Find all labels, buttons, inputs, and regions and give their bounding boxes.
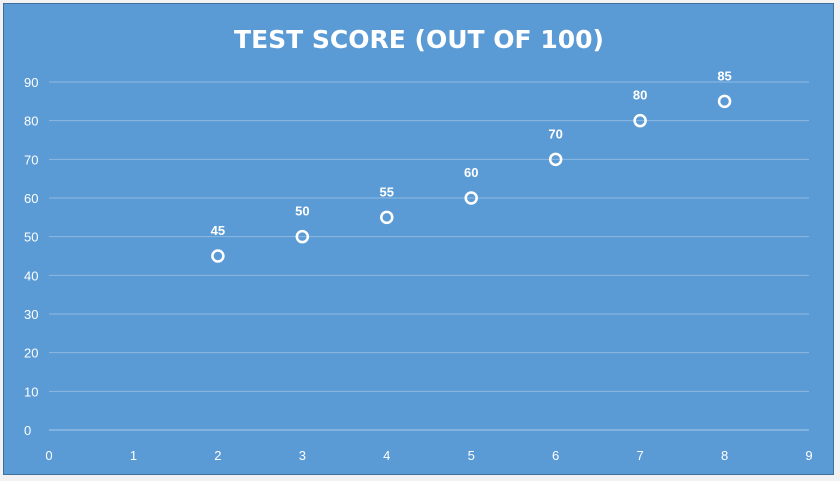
data-point-6[interactable] <box>548 152 563 167</box>
x-tick-label-6: 6 <box>552 448 559 463</box>
x-axis-tick-labels: 0 1 2 3 4 5 6 7 8 9 <box>45 448 812 463</box>
data-label-4: 55 <box>380 184 394 199</box>
x-tick-label-3: 3 <box>299 448 306 463</box>
y-tick-label-50: 50 <box>24 230 38 245</box>
y-tick-label-60: 60 <box>24 191 38 206</box>
chart-title: TEST SCORE (OUT OF 100) <box>234 25 604 54</box>
y-tick-label-40: 40 <box>24 268 38 283</box>
data-label-3: 50 <box>295 204 309 219</box>
data-point-2[interactable] <box>211 249 225 263</box>
y-tick-label-70: 70 <box>24 152 38 167</box>
y-tick-label-0: 0 <box>24 423 31 438</box>
data-points <box>211 94 732 263</box>
x-tick-label-9: 9 <box>805 448 812 463</box>
data-point-3[interactable] <box>295 229 310 244</box>
data-labels: 45 50 55 60 70 80 85 <box>211 68 732 238</box>
x-tick-label-4: 4 <box>383 448 390 463</box>
gridlines <box>49 81 809 431</box>
chart-area[interactable]: TEST SCORE (OUT OF 100) 0 10 20 30 40 50 60 70 8… <box>3 3 834 475</box>
y-axis-tick-labels: 0 10 20 30 40 50 60 70 80 90 <box>24 75 38 438</box>
y-tick-label-80: 80 <box>24 114 38 129</box>
data-label-2: 45 <box>211 223 225 238</box>
y-tick-label-30: 30 <box>24 307 38 322</box>
y-tick-label-20: 20 <box>24 346 38 361</box>
data-point-8[interactable] <box>717 94 732 109</box>
y-tick-label-10: 10 <box>24 384 38 399</box>
x-tick-label-2: 2 <box>214 448 221 463</box>
x-tick-label-5: 5 <box>468 448 475 463</box>
scatter-chart: TEST SCORE (OUT OF 100) 0102030405060708… <box>24 25 813 463</box>
data-label-7: 80 <box>633 88 647 103</box>
y-tick-label-90: 90 <box>24 75 38 90</box>
data-point-4[interactable] <box>380 210 394 225</box>
data-point-7[interactable] <box>633 113 647 128</box>
x-tick-label-8: 8 <box>721 448 728 463</box>
data-label-6: 70 <box>548 126 562 141</box>
x-tick-label-1: 1 <box>130 448 137 463</box>
x-tick-label-7: 7 <box>636 448 643 463</box>
data-label-8: 85 <box>717 68 731 83</box>
data-point-5[interactable] <box>464 191 478 205</box>
x-tick-label-0: 0 <box>45 448 52 463</box>
data-label-5: 60 <box>464 165 478 180</box>
